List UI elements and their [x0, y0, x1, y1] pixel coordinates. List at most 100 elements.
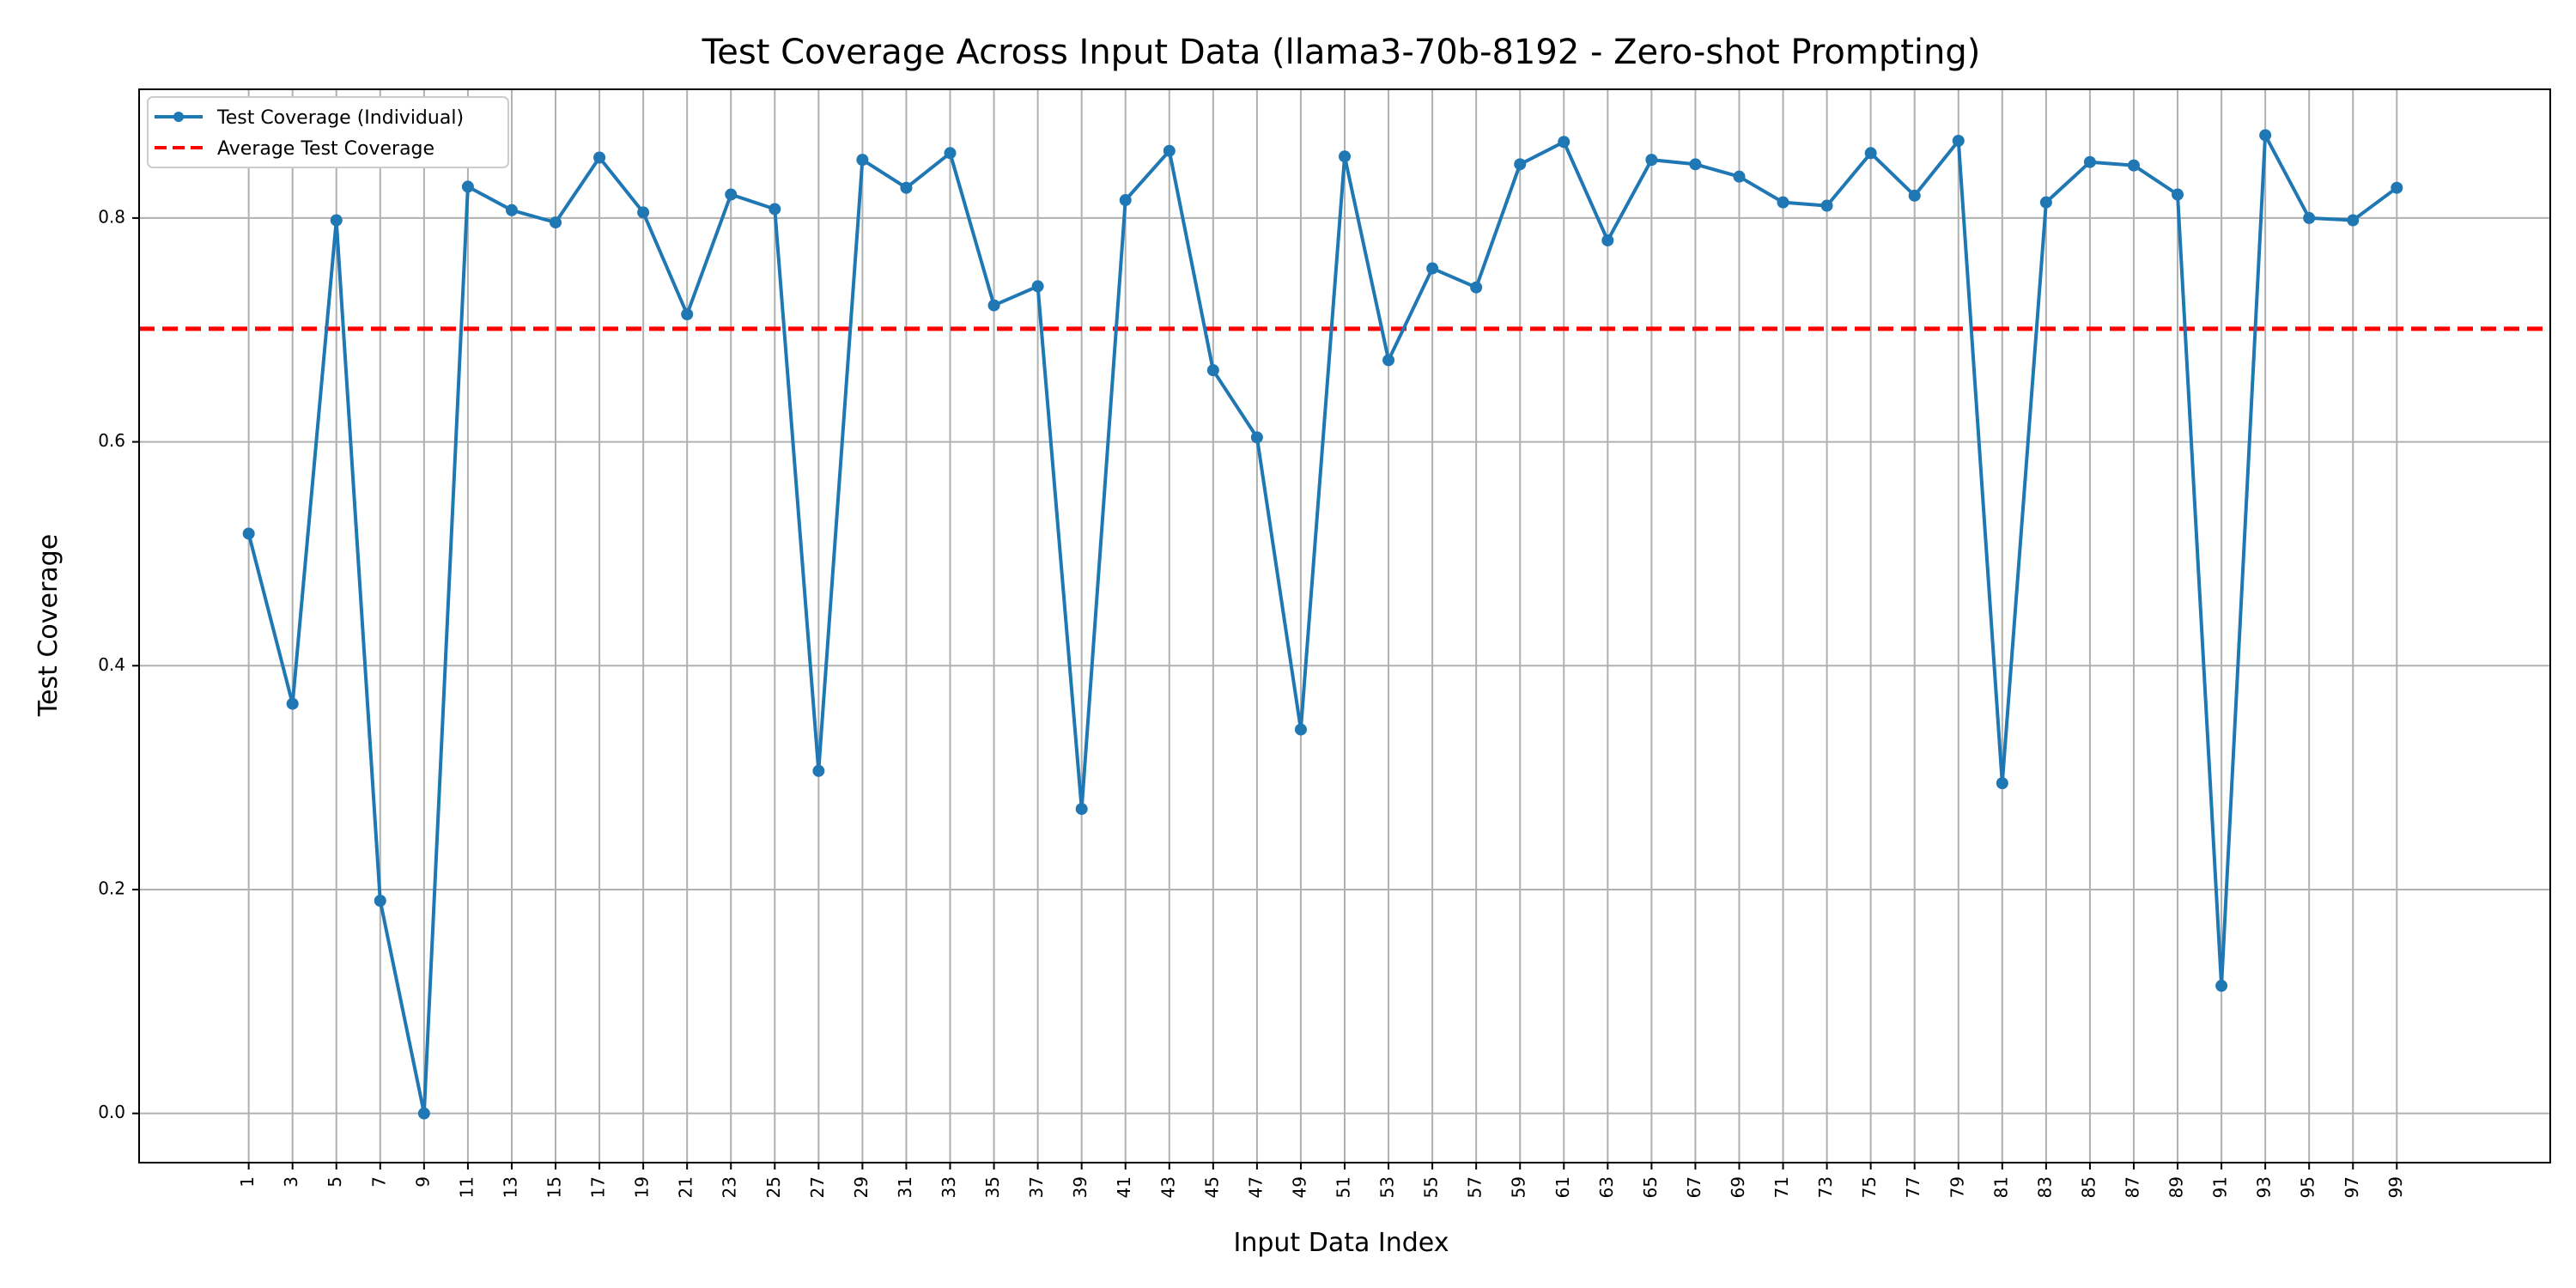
- x-tick-label: 95: [2298, 1176, 2318, 1198]
- x-tick-label: 47: [1245, 1176, 1266, 1198]
- data-point: [286, 697, 299, 710]
- data-point: [1470, 281, 1483, 294]
- data-point: [2303, 211, 2316, 224]
- data-point: [2259, 129, 2272, 142]
- chart-title: Test Coverage Across Input Data (llama3-…: [702, 33, 1981, 72]
- data-point: [1119, 194, 1132, 207]
- x-tick-label: 99: [2385, 1176, 2406, 1198]
- x-tick-label: 59: [1509, 1176, 1529, 1198]
- x-tick-label: 33: [939, 1176, 959, 1198]
- data-point: [461, 180, 474, 193]
- data-point: [2215, 980, 2228, 993]
- x-tick-label: 63: [1596, 1176, 1617, 1198]
- data-point: [1426, 262, 1439, 275]
- data-point: [1601, 234, 1614, 246]
- data-point: [1075, 803, 1088, 816]
- x-tick-label: 43: [1157, 1176, 1178, 1198]
- data-point: [1820, 199, 1833, 212]
- x-tick-label: 57: [1465, 1176, 1485, 1198]
- data-point: [1339, 150, 1351, 163]
- x-tick-label: 89: [2166, 1176, 2187, 1198]
- legend-label-average: Average Test Coverage: [217, 138, 434, 160]
- data-point: [1294, 723, 1307, 736]
- data-point: [987, 299, 1000, 312]
- data-point: [242, 527, 255, 540]
- x-tick-label: 27: [807, 1176, 828, 1198]
- x-tick-label: 85: [2078, 1176, 2099, 1198]
- x-tick-label: 53: [1377, 1176, 1398, 1198]
- y-tick-label: 0.6: [98, 430, 125, 451]
- x-tick-label: 91: [2210, 1176, 2231, 1198]
- x-tick-label: 69: [1728, 1176, 1748, 1198]
- data-point: [2127, 159, 2140, 172]
- x-tick-label: 83: [2034, 1176, 2055, 1198]
- series-marker-layer: [242, 129, 2403, 1120]
- y-tick-label: 0.2: [98, 878, 125, 898]
- x-tick-label: 29: [851, 1176, 872, 1198]
- data-point: [900, 181, 913, 194]
- data-point: [505, 204, 518, 216]
- y-tick-label: 0.4: [98, 654, 125, 675]
- x-tick-label: 87: [2122, 1176, 2142, 1198]
- data-point: [1250, 431, 1263, 444]
- data-point: [550, 216, 562, 229]
- data-point: [1908, 189, 1921, 202]
- x-tick-label: 71: [1771, 1176, 1792, 1198]
- data-point: [812, 764, 825, 777]
- x-tick-label: 25: [763, 1176, 784, 1198]
- data-point: [1689, 158, 1702, 171]
- data-point: [1777, 196, 1789, 209]
- x-tick-label: 39: [1070, 1176, 1091, 1198]
- data-point: [944, 147, 957, 160]
- x-tick-label: 49: [1289, 1176, 1309, 1198]
- data-point: [417, 1107, 430, 1120]
- data-point: [2039, 196, 2052, 209]
- x-tick-label: 81: [1990, 1176, 2011, 1198]
- x-axis-label: Input Data Index: [1234, 1228, 1449, 1258]
- data-point: [2083, 155, 2096, 168]
- x-tick-label: 35: [982, 1176, 1003, 1198]
- y-axis-label: Test Coverage: [33, 534, 64, 717]
- data-point: [1996, 777, 2008, 790]
- x-tick-label: 19: [632, 1176, 653, 1198]
- data-point: [1558, 136, 1571, 149]
- x-tick-label: 23: [720, 1176, 740, 1198]
- data-point: [374, 894, 386, 907]
- data-point: [330, 214, 343, 227]
- legend: Test Coverage (Individual) Average Test …: [147, 96, 509, 168]
- data-point: [1382, 354, 1395, 367]
- x-tick-label: 3: [281, 1176, 301, 1188]
- series-line-layer: [246, 133, 2398, 1115]
- y-tick-label: 0.0: [98, 1102, 125, 1122]
- data-point: [2347, 214, 2360, 227]
- data-point: [769, 203, 781, 216]
- x-tick-label: 41: [1114, 1176, 1134, 1198]
- x-tick-label: 7: [368, 1176, 389, 1188]
- series-line-individual: [246, 133, 2398, 1115]
- data-point: [725, 188, 738, 201]
- data-point: [637, 206, 650, 219]
- data-point: [1864, 147, 1877, 160]
- data-point: [1952, 134, 1965, 147]
- x-tick-label: 21: [676, 1176, 696, 1198]
- x-tick-label: 67: [1684, 1176, 1704, 1198]
- data-point: [593, 151, 606, 164]
- x-tick-label: 79: [1947, 1176, 1967, 1198]
- data-point: [1206, 364, 1219, 377]
- data-point: [1645, 154, 1658, 167]
- data-point: [681, 307, 694, 320]
- data-point: [1514, 158, 1527, 171]
- x-tick-label: 9: [412, 1176, 433, 1188]
- data-point: [1031, 280, 1044, 293]
- x-tick-label: 75: [1859, 1176, 1880, 1198]
- legend-marker-individual: [173, 112, 184, 122]
- y-tick-label: 0.8: [98, 206, 125, 227]
- x-tick-label: 51: [1334, 1176, 1354, 1198]
- data-point: [2172, 188, 2184, 201]
- x-tick-label: 31: [895, 1176, 915, 1198]
- x-tick-label: 93: [2254, 1176, 2275, 1198]
- x-tick-label: 61: [1552, 1176, 1573, 1198]
- x-axis-ticks: 1 3 5 7 9 11 13 15 17 19 21 23 25 27 29 31 33 35 37 39 41 43 4…: [237, 1163, 2406, 1198]
